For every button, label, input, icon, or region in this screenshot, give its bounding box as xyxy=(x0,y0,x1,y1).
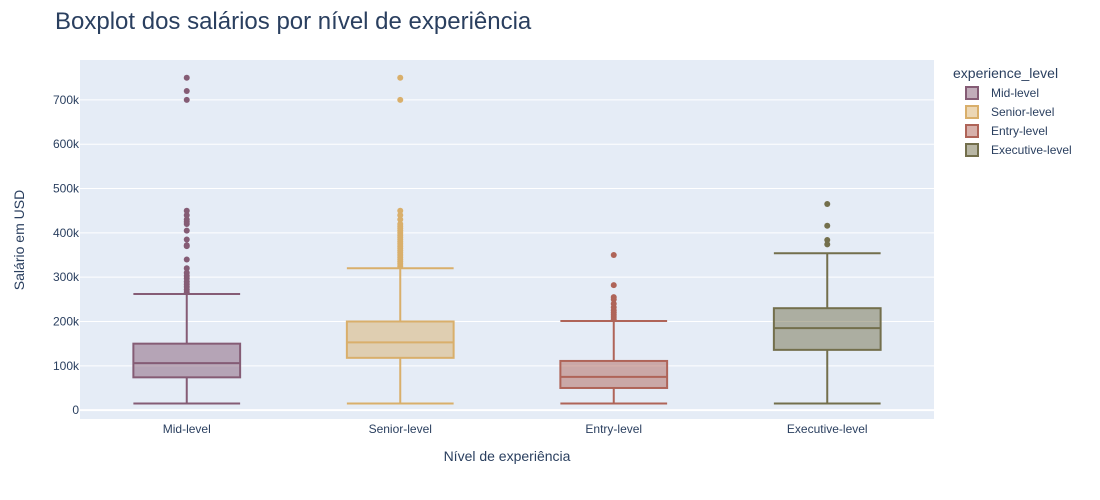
y-axis-title: Salário em USD xyxy=(11,190,27,290)
outlier-point xyxy=(183,265,190,272)
y-tick-label: 500k xyxy=(53,182,80,196)
x-tick-label: Senior-level xyxy=(369,422,432,436)
box-entry-level xyxy=(559,252,669,405)
outlier-point xyxy=(183,216,190,223)
y-tick-labels: 0 100k 200k 300k 400k 500k 600k 700k xyxy=(53,93,80,417)
box-executive-level xyxy=(772,201,882,405)
y-tick-label: 700k xyxy=(53,93,80,107)
iqr-box xyxy=(132,342,242,379)
y-tick-label: 200k xyxy=(53,314,80,328)
legend-item-executive-level: Executive-level xyxy=(965,143,1072,157)
outlier-point xyxy=(183,242,190,249)
outlier-point xyxy=(824,222,831,229)
outlier-point xyxy=(183,227,190,234)
outlier-point xyxy=(397,212,404,219)
iqr-box xyxy=(559,359,669,389)
legend-swatch xyxy=(965,143,979,157)
x-axis-title: Nível de experiência xyxy=(444,448,571,464)
boxes xyxy=(132,74,882,405)
y-tick-label: 400k xyxy=(53,226,80,240)
legend-title: experience_level xyxy=(953,65,1058,81)
legend-item-entry-level: Entry-level xyxy=(965,124,1048,138)
outlier-point xyxy=(183,88,190,95)
grid-lines xyxy=(80,99,934,412)
x-tick-labels: Mid-level Senior-level Entry-level Executiv… xyxy=(163,422,868,436)
outlier-point xyxy=(183,269,190,276)
outlier-point xyxy=(183,96,190,103)
legend-item-mid-level: Mid-level xyxy=(965,86,1039,100)
outlier-point xyxy=(397,220,404,227)
legend-label: Entry-level xyxy=(991,124,1048,138)
chart-title: Boxplot dos salários por nível de experi… xyxy=(55,8,532,35)
outlier-point xyxy=(610,294,617,301)
legend: experience_level Mid-level Senior-level En… xyxy=(953,65,1072,157)
outlier-point xyxy=(824,241,831,248)
y-tick-label: 600k xyxy=(53,137,80,151)
legend-swatch xyxy=(965,86,979,100)
legend-item-senior-level: Senior-level xyxy=(965,105,1054,119)
y-tick-label: 300k xyxy=(53,270,80,284)
iqr-box xyxy=(345,320,455,359)
box-mid-level xyxy=(132,74,242,405)
outlier-point xyxy=(824,236,831,243)
outlier-point xyxy=(397,96,404,103)
x-tick-label: Entry-level xyxy=(585,422,642,436)
legend-label: Senior-level xyxy=(991,105,1054,119)
outlier-point xyxy=(183,74,190,81)
legend-swatch xyxy=(965,124,979,138)
legend-label: Mid-level xyxy=(991,86,1039,100)
y-tick-label: 0 xyxy=(72,403,79,417)
y-tick-label: 100k xyxy=(53,359,80,373)
x-tick-label: Executive-level xyxy=(787,422,868,436)
outlier-point xyxy=(824,201,831,208)
outlier-point xyxy=(610,282,617,289)
outlier-point xyxy=(397,74,404,81)
outlier-point xyxy=(183,212,190,219)
x-tick-label: Mid-level xyxy=(163,422,211,436)
outlier-point xyxy=(183,236,190,243)
box-senior-level xyxy=(345,74,455,405)
legend-swatch xyxy=(965,105,979,119)
outlier-point xyxy=(610,252,617,259)
outlier-point xyxy=(610,300,617,307)
outlier-point xyxy=(183,256,190,263)
outlier-point xyxy=(397,207,404,214)
outlier-point xyxy=(183,207,190,214)
legend-label: Executive-level xyxy=(991,143,1072,157)
outlier-point xyxy=(397,216,404,223)
